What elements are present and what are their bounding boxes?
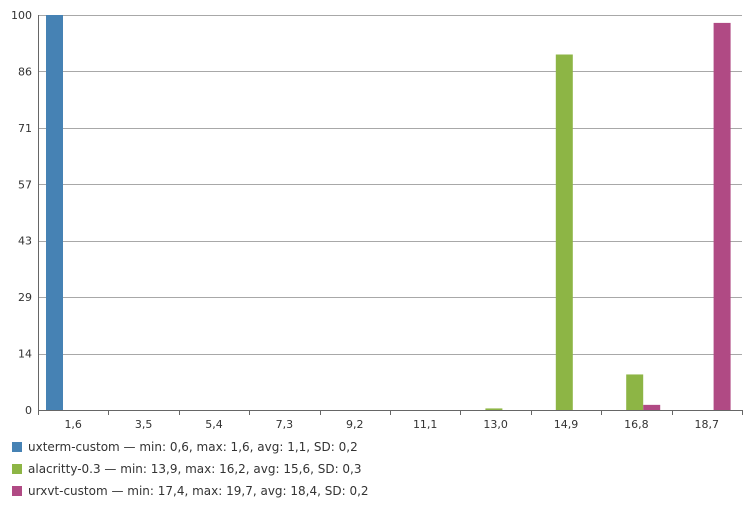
legend-item: alacritty-0.3 — min: 13,9, max: 16,2, av…	[12, 458, 369, 480]
legend-label: urxvt-custom — min: 17,4, max: 19,7, avg…	[28, 484, 369, 498]
bars-layer	[46, 15, 731, 411]
x-tick-label: 14,9	[554, 418, 579, 431]
x-tick-labels: 1,6 3,5 5,4 7,3 9,2 11,1 13,0 14,9 16,8 18,7	[64, 418, 719, 431]
histogram-chart: 0 14 29 43 57 71 86 100 1,6 3,5 5,4 7,3 9,2 11,1 13,0…	[11, 9, 743, 431]
y-tick-label: 100	[11, 9, 32, 22]
y-tick-label: 0	[25, 404, 32, 417]
x-tick-label: 3,5	[135, 418, 153, 431]
x-tick-label: 7,3	[276, 418, 294, 431]
x-tick-label: 18,7	[695, 418, 720, 431]
legend-swatch	[12, 486, 22, 496]
bar	[643, 404, 661, 410]
y-tick-label: 57	[18, 178, 32, 191]
legend-item: uxterm-custom — min: 0,6, max: 1,6, avg:…	[12, 436, 369, 458]
x-tick-label: 11,1	[413, 418, 438, 431]
legend-label: uxterm-custom — min: 0,6, max: 1,6, avg:…	[28, 440, 358, 454]
bar	[713, 22, 731, 411]
grid-lines	[38, 15, 742, 411]
axes-layer	[38, 15, 743, 415]
y-tick-labels: 0 14 29 43 57 71 86 100	[11, 9, 32, 417]
x-tick-label: 5,4	[205, 418, 223, 431]
y-tick-label: 43	[18, 235, 32, 248]
y-tick-label: 86	[18, 65, 32, 78]
x-tick-label: 9,2	[346, 418, 364, 431]
bar	[46, 15, 63, 410]
legend: uxterm-custom — min: 0,6, max: 1,6, avg:…	[12, 436, 369, 502]
y-tick-label: 29	[18, 291, 32, 304]
y-tick-label: 71	[18, 122, 32, 135]
bar	[485, 408, 503, 410]
y-tick-label: 14	[18, 348, 32, 361]
x-tick-label: 1,6	[64, 418, 82, 431]
legend-item: urxvt-custom — min: 17,4, max: 19,7, avg…	[12, 480, 369, 502]
legend-swatch	[12, 464, 22, 474]
x-tick-label: 16,8	[624, 418, 649, 431]
bar	[555, 54, 573, 410]
bar	[626, 374, 644, 410]
x-tick-label: 13,0	[483, 418, 508, 431]
legend-swatch	[12, 442, 22, 452]
legend-label: alacritty-0.3 — min: 13,9, max: 16,2, av…	[28, 462, 362, 476]
